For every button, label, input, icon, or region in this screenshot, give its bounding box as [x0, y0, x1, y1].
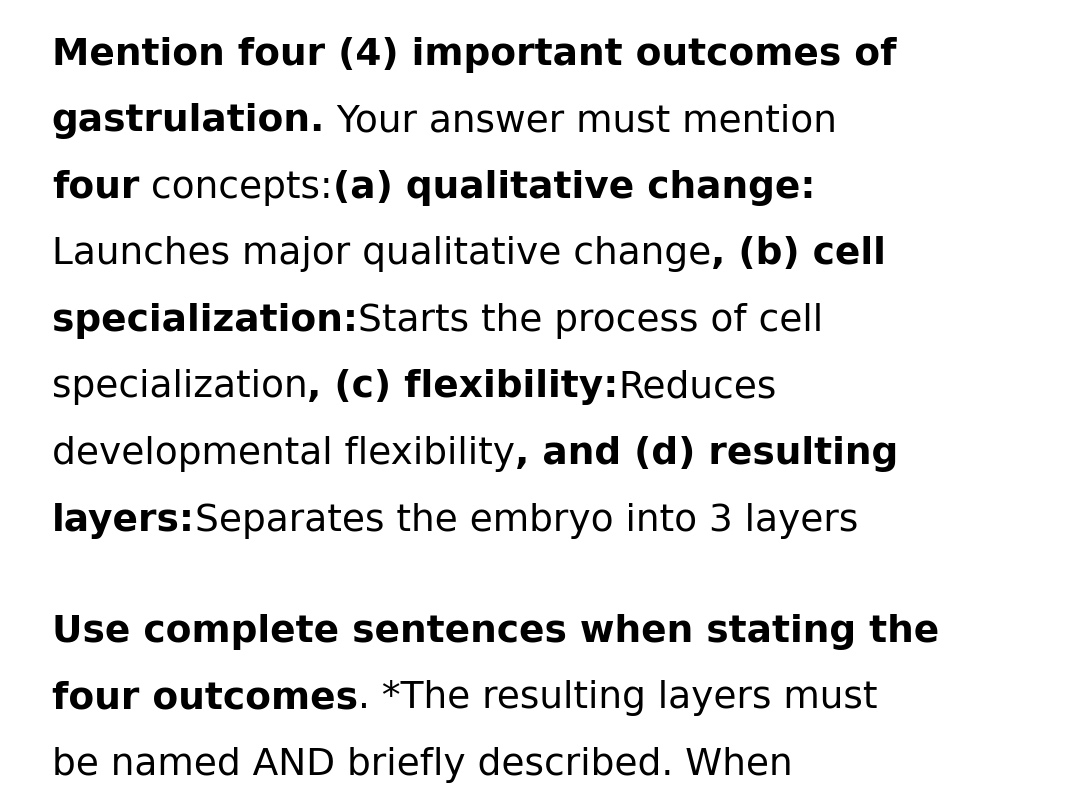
Text: specialization: specialization — [52, 369, 308, 405]
Text: , (c) flexibility:: , (c) flexibility: — [308, 369, 619, 405]
Text: Mention four (4) important outcomes of: Mention four (4) important outcomes of — [52, 36, 896, 72]
Text: Launches major qualitative change: Launches major qualitative change — [52, 236, 711, 272]
Text: four outcomes: four outcomes — [52, 680, 357, 715]
Text: Separates the embryo into 3 layers: Separates the embryo into 3 layers — [194, 502, 859, 538]
Text: (a) qualitative change:: (a) qualitative change: — [333, 169, 815, 205]
Text: , (b) cell: , (b) cell — [711, 236, 886, 272]
Text: be named AND briefly described. When: be named AND briefly described. When — [52, 746, 793, 782]
Text: specialization:: specialization: — [52, 303, 357, 338]
Text: , and (d) resulting: , and (d) resulting — [515, 436, 899, 471]
Text: Reduces: Reduces — [619, 369, 778, 405]
Text: Starts the process of cell: Starts the process of cell — [357, 303, 823, 338]
Text: Use complete sentences when stating the: Use complete sentences when stating the — [52, 613, 940, 649]
Text: developmental flexibility: developmental flexibility — [52, 436, 515, 471]
Text: Your answer must mention: Your answer must mention — [325, 103, 837, 139]
Text: four: four — [52, 169, 139, 205]
Text: gastrulation.: gastrulation. — [52, 103, 325, 139]
Text: layers:: layers: — [52, 502, 194, 538]
Text: . *The resulting layers must: . *The resulting layers must — [357, 680, 877, 715]
Text: concepts:: concepts: — [139, 169, 333, 205]
